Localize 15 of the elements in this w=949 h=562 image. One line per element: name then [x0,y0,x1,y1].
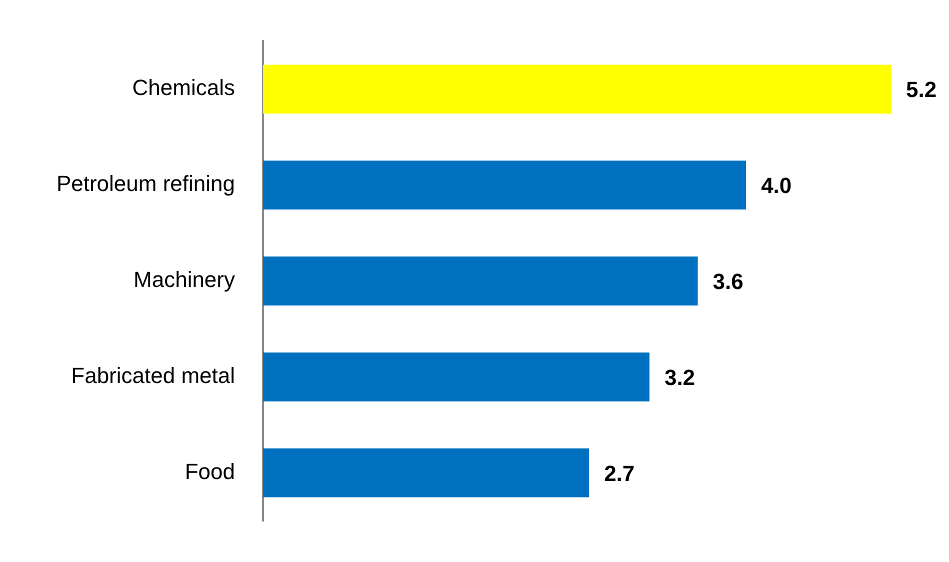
bar [263,160,746,210]
data-label: 4.0 [761,173,792,198]
bar [263,352,650,402]
y-tick-label: Fabricated metal [71,362,235,388]
data-label: 3.6 [712,269,744,294]
y-tick-label: Petroleum refining [56,171,235,196]
bar [263,256,698,306]
data-label: 3.2 [664,364,696,390]
y-tick-label: Machinery [134,267,235,292]
data-label: 2.7 [604,460,635,486]
y-tick-label: Food [184,458,235,484]
bar [263,64,891,114]
bar [263,448,590,498]
y-tick-label: Chemicals [132,75,235,100]
data-label: 5.2 [906,77,937,102]
